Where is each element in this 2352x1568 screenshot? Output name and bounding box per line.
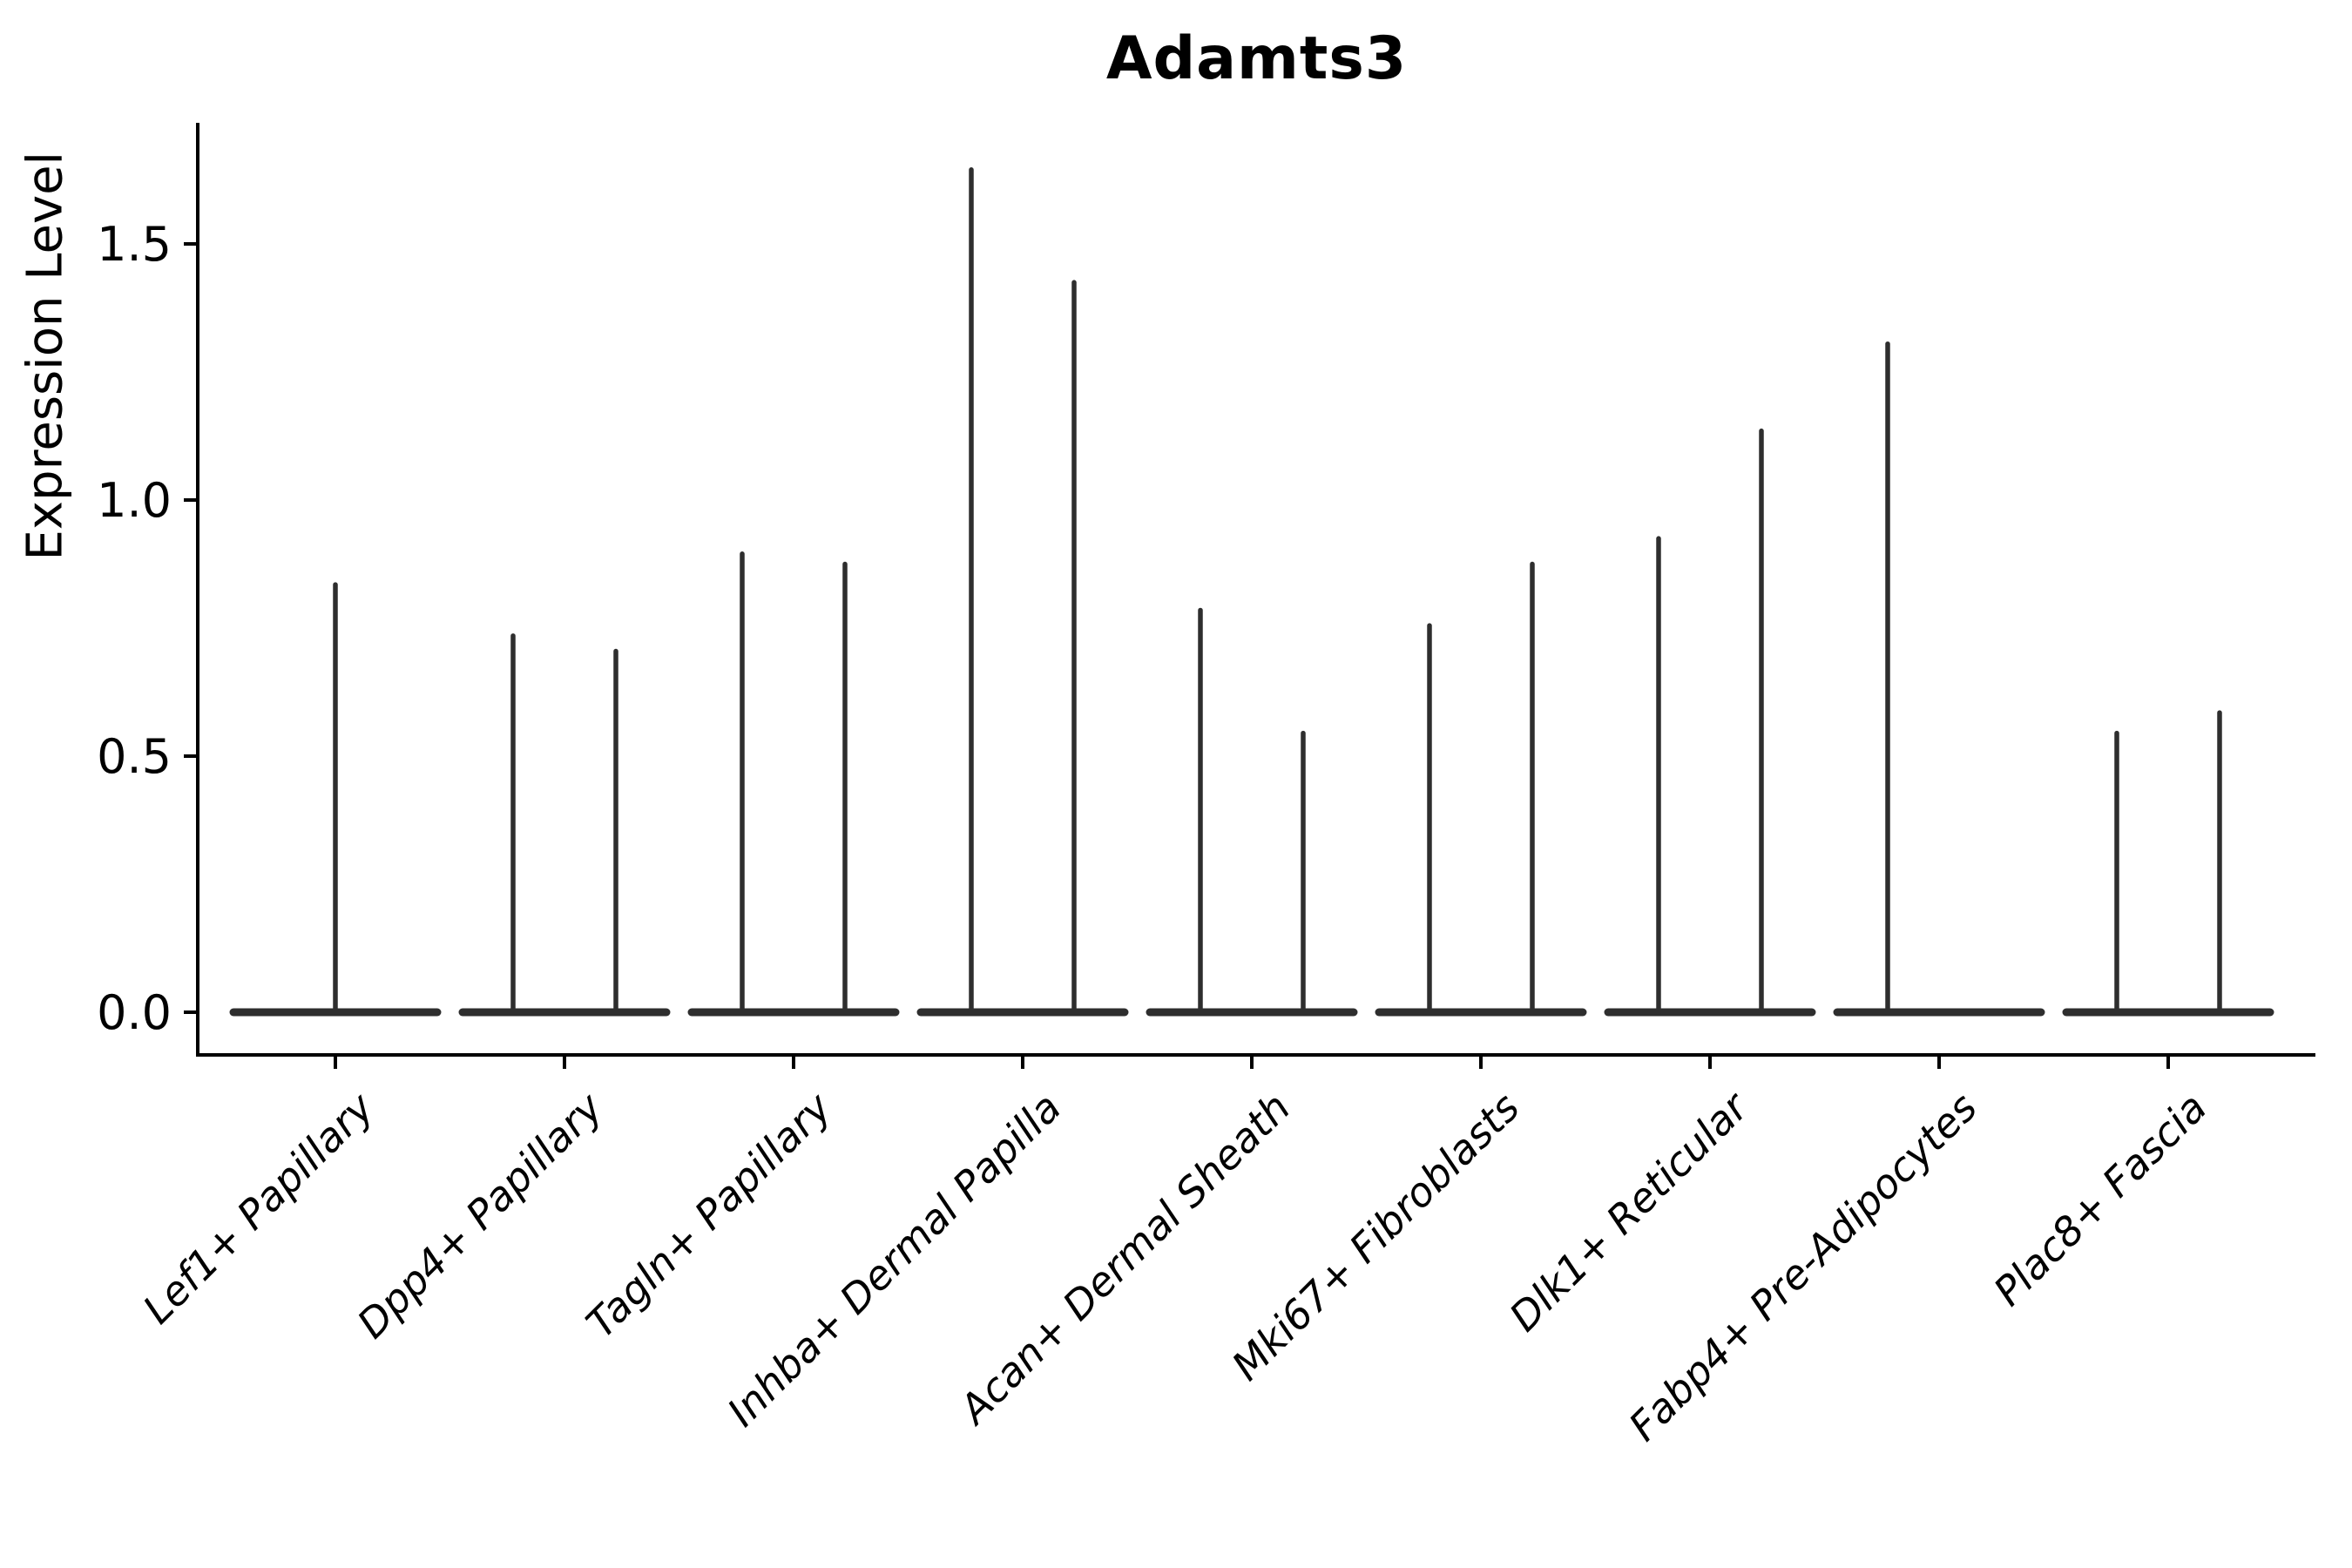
y-tick-label: 0.5 (97, 729, 172, 784)
y-tick-label: 0.0 (97, 985, 172, 1040)
y-tick-label: 1.5 (97, 217, 172, 272)
y-tick-label: 1.0 (97, 473, 172, 528)
chart-title: Adamts3 (1105, 24, 1408, 93)
